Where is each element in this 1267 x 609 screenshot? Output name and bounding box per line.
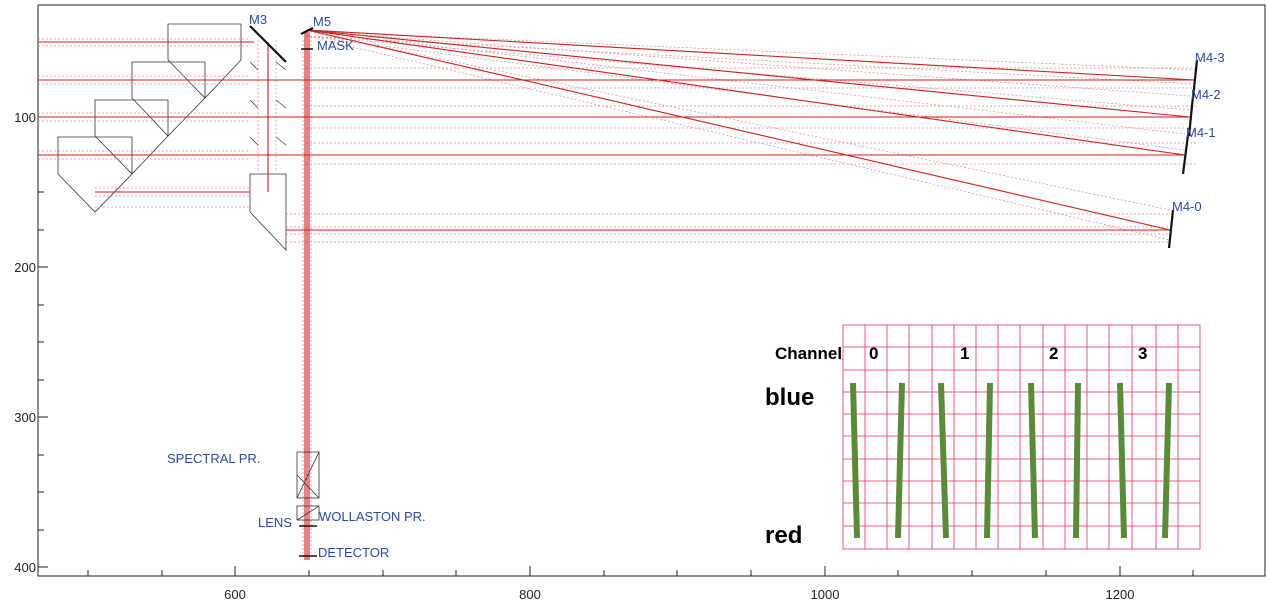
y-tick-label: 400	[14, 560, 36, 575]
wollaston-prism	[296, 505, 320, 521]
mirror-m5	[300, 27, 314, 35]
channel-title: Channel	[775, 344, 842, 363]
ray-envelopes	[38, 30, 1197, 555]
spectral-prism-diagonal	[296, 451, 320, 499]
x-tick-label: 1000	[811, 587, 840, 602]
spectrum-channel-2-b	[1073, 382, 1081, 539]
label-lens: LENS	[258, 515, 292, 530]
spectrum-channel-3-a	[1117, 382, 1127, 539]
y-tick-label: 200	[14, 260, 36, 275]
label-m5: M5	[313, 14, 331, 29]
spectrum-channel-3-b	[1162, 382, 1172, 539]
mirror-m3	[249, 25, 287, 63]
y-tick-label: 100	[14, 110, 36, 125]
slicer-prism	[57, 136, 133, 213]
label-m4-1: M4-1	[1186, 125, 1216, 140]
mirror-m4-3	[1191, 59, 1199, 99]
slicer-prism	[167, 23, 242, 99]
spectrum-channel-0-b	[895, 382, 905, 539]
x-axis	[87, 566, 1194, 576]
slicer-dashes	[249, 61, 287, 146]
x-tick-label: 1200	[1106, 587, 1135, 602]
blue-label: blue	[765, 384, 814, 411]
mirror-m4-1	[1181, 134, 1190, 175]
label-mask: MASK	[317, 38, 354, 53]
channel-label-1: 1	[960, 344, 969, 363]
main-rays	[38, 29, 1196, 560]
channel-inset: Channel 0 1 2 3 blue red	[765, 324, 1201, 550]
label-m3: M3	[249, 12, 267, 27]
spectrum-channel-2-a	[1028, 382, 1038, 539]
plot-frame	[37, 4, 1266, 577]
y-tick-label: 300	[14, 410, 36, 425]
channel-label-3: 3	[1138, 344, 1147, 363]
channel-label-0: 0	[869, 344, 878, 363]
mirror-m4-2	[1187, 95, 1195, 137]
label-wollaston-prism: WOLLASTON PR.	[319, 509, 426, 524]
image-slicer-prisms	[57, 23, 287, 252]
channel-label-2: 2	[1049, 344, 1058, 363]
label-m4-3: M4-3	[1195, 50, 1225, 65]
wollaston-diagonal	[296, 505, 320, 521]
slicer-prism	[131, 61, 206, 137]
slicer-prism	[249, 173, 287, 252]
spectral-prism-diagonal	[296, 474, 320, 499]
spectrum-channel-0-a	[850, 382, 860, 539]
x-tick-label: 800	[519, 587, 541, 602]
spectra	[850, 382, 1172, 539]
label-m4-2: M4-2	[1191, 87, 1221, 102]
mirror-m4-0	[1167, 209, 1175, 249]
label-detector: DETECTOR	[318, 545, 389, 560]
x-tick-label: 600	[224, 587, 246, 602]
spectrum-channel-1-b	[984, 382, 993, 539]
label-m4-0: M4-0	[1172, 199, 1202, 214]
mirrors	[249, 25, 1199, 557]
label-spectral-prism: SPECTRAL PR.	[167, 451, 260, 466]
red-label: red	[765, 522, 802, 549]
spectrum-channel-1-a	[938, 382, 949, 539]
